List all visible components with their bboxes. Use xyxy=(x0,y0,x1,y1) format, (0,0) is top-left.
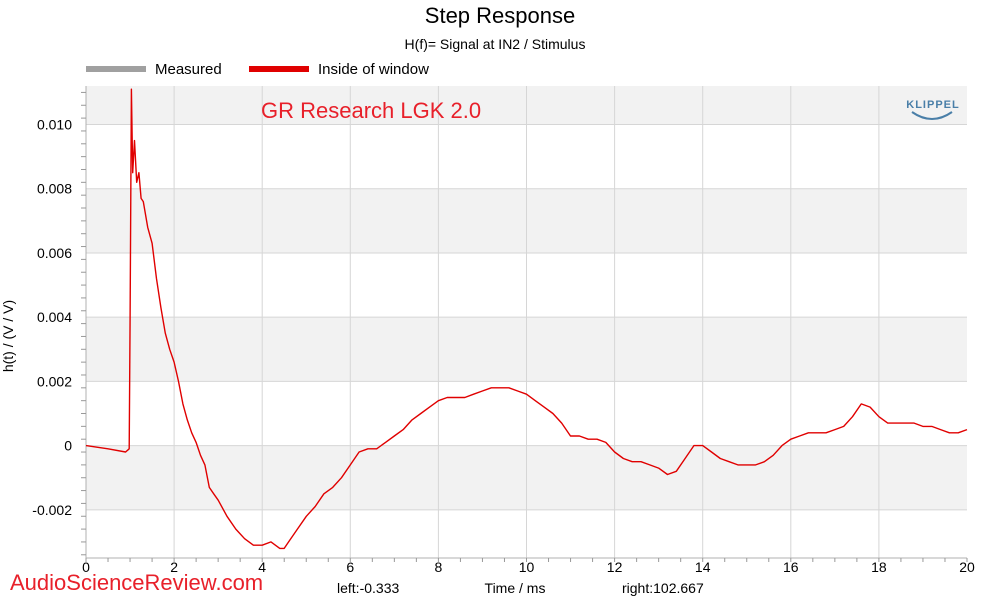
footer-right-value: right:102.667 xyxy=(622,580,704,596)
y-axis-label: h(t) / (V / V) xyxy=(0,300,16,372)
series-line-inside-window xyxy=(85,88,968,550)
y-tick-label: 0.008 xyxy=(37,181,72,197)
legend-swatch-measured xyxy=(86,66,146,72)
y-tick-label: 0.004 xyxy=(37,309,72,325)
watermark: AudioScienceReview.com xyxy=(10,570,263,595)
x-tick-label: 12 xyxy=(607,559,623,575)
y-tick-label: 0.010 xyxy=(37,117,72,133)
y-tick-label: 0 xyxy=(64,438,72,454)
x-tick-label: 10 xyxy=(519,559,535,575)
x-axis-label: Time / ms xyxy=(485,580,546,596)
legend-label-measured: Measured xyxy=(155,61,222,78)
legend: Measured Inside of window xyxy=(86,61,429,78)
x-tick-label: 0 xyxy=(82,559,90,575)
x-tick-label: 8 xyxy=(435,559,443,575)
klippel-logo-text: KLIPPEL xyxy=(906,99,959,111)
x-tick-label: 14 xyxy=(695,559,711,575)
minor-ticks xyxy=(81,91,968,562)
chart-annotation: GR Research LGK 2.0 xyxy=(261,98,481,123)
y-tick-label: 0.006 xyxy=(37,245,72,261)
chart-subtitle: H(f)= Signal at IN2 / Stimulus xyxy=(405,36,586,52)
x-tick-label: 18 xyxy=(871,559,887,575)
x-tick-label: 16 xyxy=(783,559,799,575)
klippel-logo-arc xyxy=(911,111,953,120)
footer-left-value: left:-0.333 xyxy=(337,580,399,596)
y-tick-label: 0.002 xyxy=(37,373,72,389)
legend-swatch-inside-window xyxy=(249,66,309,72)
grid-lines xyxy=(85,86,967,559)
x-tick-label: 6 xyxy=(346,559,354,575)
x-tick-label: 4 xyxy=(258,559,266,575)
klippel-logo: KLIPPEL xyxy=(906,99,959,120)
y-tick-labels: -0.002 0 0.002 0.004 0.006 0.008 0.010 xyxy=(32,117,72,518)
x-tick-labels: 0 2 4 6 8 10 12 14 16 18 20 xyxy=(82,559,975,575)
series-layer xyxy=(85,88,968,550)
y-tick-label: -0.002 xyxy=(32,502,72,518)
chart-title: Step Response xyxy=(425,3,575,28)
x-tick-label: 2 xyxy=(170,559,178,575)
legend-label-inside-window: Inside of window xyxy=(318,61,429,78)
x-tick-label: 20 xyxy=(959,559,975,575)
